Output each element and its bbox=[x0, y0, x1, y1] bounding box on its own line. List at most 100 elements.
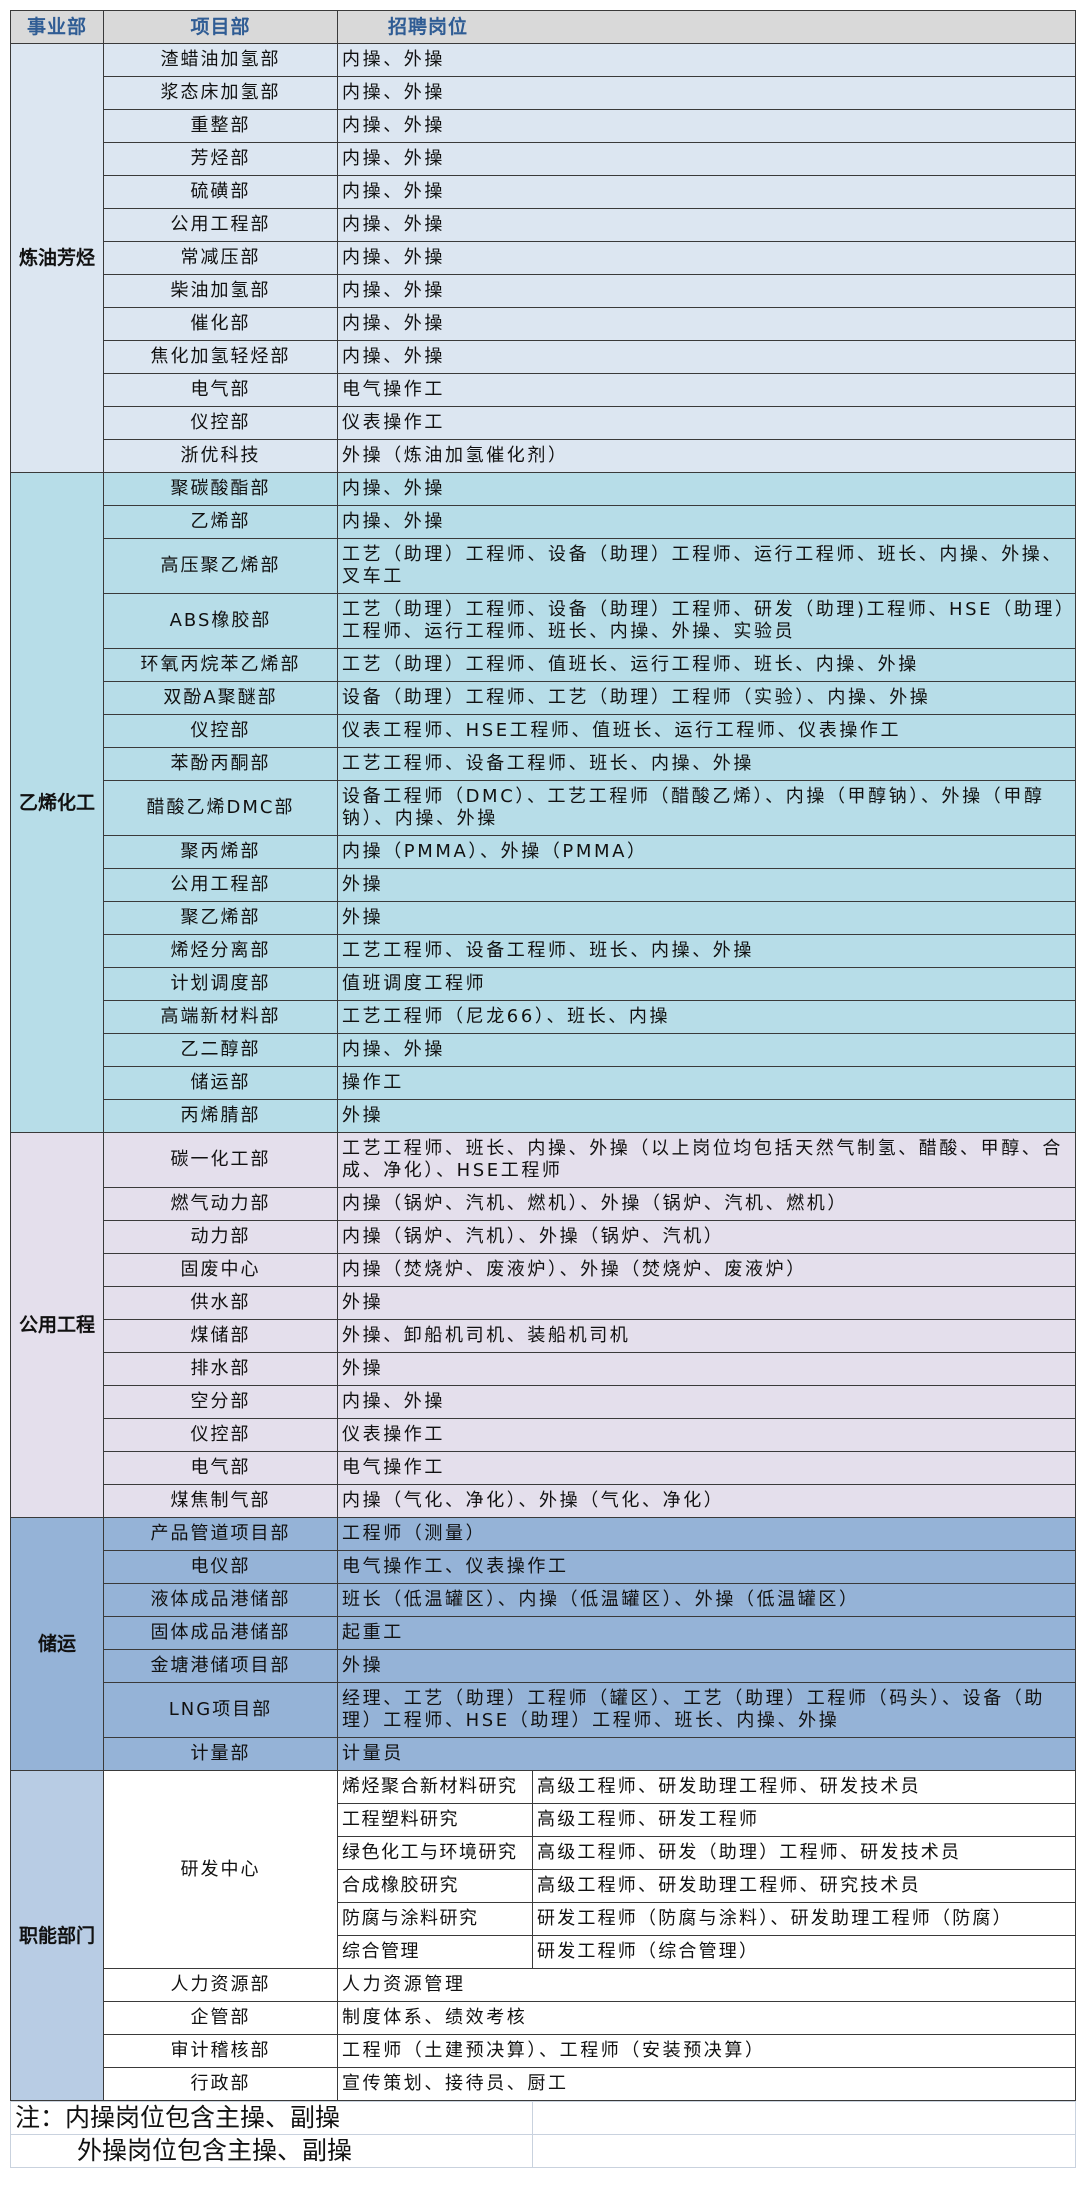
department-cell: 储运部 bbox=[103, 1066, 338, 1100]
table-row: 醋酸乙烯DMC部 设备工程师（DMC）、工艺工程师（醋酸乙烯）、内操（甲醇钠）、外… bbox=[10, 780, 1077, 836]
table-row: 固废中心 内操（焚烧炉、废液炉）、外操（焚烧炉、废液炉） bbox=[10, 1253, 1077, 1287]
table-row: 柴油加氢部 内操、外操 bbox=[10, 274, 1077, 308]
department-cell: 固废中心 bbox=[103, 1253, 338, 1287]
department-cell: 计划调度部 bbox=[103, 967, 338, 1001]
positions-cell: 仪表工程师、HSE工程师、值班长、运行工程师、仪表操作工 bbox=[336, 714, 1077, 748]
positions-cell: 内操、外操 bbox=[336, 175, 1077, 209]
department-cell: 环氧丙烷苯乙烯部 bbox=[103, 648, 338, 682]
table-row: 绿色化工与环境研究 高级工程师、研发（助理）工程师、研发技术员 bbox=[10, 1836, 1077, 1870]
positions-cell: 操作工 bbox=[336, 1066, 1077, 1100]
table-row: 燃气动力部 内操（锅炉、汽机、燃机）、外操（锅炉、汽机、燃机） bbox=[10, 1187, 1077, 1221]
positions-cell: 外操 bbox=[336, 1352, 1077, 1386]
positions-cell: 设备（助理）工程师、工艺（助理）工程师（实验）、内操、外操 bbox=[336, 681, 1077, 715]
table-row: 乙烯部 内操、外操 bbox=[10, 505, 1077, 539]
positions-cell: 内操（气化、净化）、外操（气化、净化） bbox=[336, 1484, 1077, 1518]
note-row: 注：内操岗位包含主操、副操 bbox=[10, 2101, 1076, 2135]
table-row: 审计稽核部 工程师（土建预决算）、工程师（安装预决算） bbox=[10, 2034, 1077, 2068]
table-row: 浙优科技 外操（炼油加氢催化剂） bbox=[10, 439, 1077, 473]
positions-cell: 电气操作工 bbox=[336, 1451, 1077, 1485]
department-cell: ABS橡胶部 bbox=[103, 593, 338, 649]
positions-cell: 外操 bbox=[336, 1649, 1077, 1683]
sub-department-cell: 工程塑料研究 bbox=[337, 1803, 533, 1837]
table-row: 煤焦制气部 内操（气化、净化）、外操（气化、净化） bbox=[10, 1484, 1077, 1518]
table-row: 电仪部 电气操作工、仪表操作工 bbox=[10, 1550, 1077, 1584]
table-row: 仪控部 仪表操作工 bbox=[10, 1418, 1077, 1452]
department-cell: 聚乙烯部 bbox=[103, 901, 338, 935]
department-cell: 聚碳酸酯部 bbox=[103, 472, 338, 506]
department-cell: 公用工程部 bbox=[103, 868, 338, 902]
department-cell: 企管部 bbox=[103, 2001, 338, 2035]
table-row: 固体成品港储部 起重工 bbox=[10, 1616, 1077, 1650]
department-cell: 排水部 bbox=[103, 1352, 338, 1386]
table-row: 芳烃部 内操、外操 bbox=[10, 142, 1077, 176]
positions-cell: 内操（PMMA）、外操（PMMA） bbox=[336, 835, 1077, 869]
positions-cell: 研发工程师（防腐与涂料）、研发助理工程师（防腐） bbox=[531, 1902, 1077, 1936]
department-cell: 公用工程部 bbox=[103, 208, 338, 242]
department-cell: 渣蜡油加氢部 bbox=[103, 43, 338, 77]
table-row: 液体成品港储部 班长（低温罐区）、内操（低温罐区）、外操（低温罐区） bbox=[10, 1583, 1077, 1617]
table-row: 苯酚丙酮部 工艺工程师、设备工程师、班长、内操、外操 bbox=[10, 747, 1077, 781]
table-row: 聚乙烯部 外操 bbox=[10, 901, 1077, 935]
table-row: 公用工程 碳一化工部 工艺工程师、班长、内操、外操（以上岗位均包括天然气制氢、醋酸、… bbox=[10, 1132, 1077, 1518]
department-cell: 人力资源部 bbox=[103, 1968, 338, 2002]
department-cell: 固体成品港储部 bbox=[103, 1616, 338, 1650]
table-row: 动力部 内操（锅炉、汽机）、外操（锅炉、汽机） bbox=[10, 1220, 1077, 1254]
positions-cell: 外操 bbox=[336, 868, 1077, 902]
department-cell: 乙烯部 bbox=[103, 505, 338, 539]
division-cell: 职能部门 bbox=[10, 1770, 104, 2101]
table-row: 聚丙烯部 内操（PMMA）、外操（PMMA） bbox=[10, 835, 1077, 869]
department-cell: 供水部 bbox=[103, 1286, 338, 1320]
positions-cell: 工艺（助理）工程师、值班长、运行工程师、班长、内操、外操 bbox=[336, 648, 1077, 682]
empty-cell bbox=[532, 2134, 1076, 2168]
table-row: 丙烯腈部 外操 bbox=[10, 1099, 1077, 1133]
department-cell: 电气部 bbox=[103, 373, 338, 407]
department-cell: 碳一化工部 bbox=[103, 1132, 338, 1188]
positions-cell: 内操、外操 bbox=[336, 208, 1077, 242]
department-cell: 乙二醇部 bbox=[103, 1033, 338, 1067]
table-row: 硫磺部 内操、外操 bbox=[10, 175, 1077, 209]
table-row: 常减压部 内操、外操 bbox=[10, 241, 1077, 275]
table-row: 浆态床加氢部 内操、外操 bbox=[10, 76, 1077, 110]
header-division: 事业部 bbox=[10, 10, 104, 44]
table-row: 炼油芳烃 渣蜡油加氢部 内操、外操 bbox=[10, 43, 1077, 473]
department-cell: 浆态床加氢部 bbox=[103, 76, 338, 110]
recruitment-table: 事业部 项目部 招聘岗位 炼油芳烃 渣蜡油加氢部 内操、外操 浆态床加氢部 内操、外操重… bbox=[10, 10, 1077, 2101]
empty-cell bbox=[532, 2101, 1076, 2135]
department-cell: 仪控部 bbox=[103, 1418, 338, 1452]
positions-cell: 经理、工艺（助理）工程师（罐区）、工艺（助理）工程师（码头）、设备（助理）工程师… bbox=[336, 1682, 1077, 1738]
department-cell: 仪控部 bbox=[103, 714, 338, 748]
positions-cell: 计量员 bbox=[336, 1737, 1077, 1771]
positions-cell: 内操、外操 bbox=[336, 43, 1077, 77]
positions-cell: 内操、外操 bbox=[336, 76, 1077, 110]
recruitment-table-container: 事业部 项目部 招聘岗位 炼油芳烃 渣蜡油加氢部 内操、外操 浆态床加氢部 内操、外操重… bbox=[10, 10, 1077, 2168]
positions-cell: 制度体系、绩效考核 bbox=[336, 2001, 1077, 2035]
table-row: 乙二醇部 内操、外操 bbox=[10, 1033, 1077, 1067]
table-row: 高端新材料部 工艺工程师（尼龙66）、班长、内操 bbox=[10, 1000, 1077, 1034]
table-row: 电气部 电气操作工 bbox=[10, 373, 1077, 407]
note-row: 外操岗位包含主操、副操 bbox=[10, 2134, 1076, 2168]
positions-cell: 设备工程师（DMC）、工艺工程师（醋酸乙烯）、内操（甲醇钠）、外操（甲醇钠）、内… bbox=[336, 780, 1077, 836]
division-cell: 乙烯化工 bbox=[10, 472, 104, 1133]
department-cell: 空分部 bbox=[103, 1385, 338, 1419]
table-row: 人力资源部 人力资源管理 bbox=[10, 1968, 1077, 2002]
positions-cell: 值班调度工程师 bbox=[336, 967, 1077, 1001]
positions-cell: 工艺工程师、班长、内操、外操（以上岗位均包括天然气制氢、醋酸、甲醇、合成、净化）… bbox=[336, 1132, 1077, 1188]
table-row: 催化部 内操、外操 bbox=[10, 307, 1077, 341]
table-row: 乙烯化工 聚碳酸酯部 内操、外操 bbox=[10, 472, 1077, 1133]
note-outer-operator: 外操岗位包含主操、副操 bbox=[10, 2134, 533, 2168]
table-row: 公用工程部 内操、外操 bbox=[10, 208, 1077, 242]
positions-cell: 高级工程师、研发工程师 bbox=[531, 1803, 1077, 1837]
sub-department-cell: 综合管理 bbox=[337, 1935, 533, 1969]
table-row: 电气部 电气操作工 bbox=[10, 1451, 1077, 1485]
positions-cell: 外操 bbox=[336, 901, 1077, 935]
positions-cell: 内操、外操 bbox=[336, 340, 1077, 374]
table-row: 工程塑料研究 高级工程师、研发工程师 bbox=[10, 1803, 1077, 1837]
table-row: 重整部 内操、外操 bbox=[10, 109, 1077, 143]
department-cell: 焦化加氢轻烃部 bbox=[103, 340, 338, 374]
positions-cell: 工艺（助理）工程师、设备（助理）工程师、运行工程师、班长、内操、外操、叉车工 bbox=[336, 538, 1077, 594]
department-cell: 液体成品港储部 bbox=[103, 1583, 338, 1617]
department-cell: 煤焦制气部 bbox=[103, 1484, 338, 1518]
header-positions: 招聘岗位 bbox=[336, 10, 1077, 44]
sub-department-cell: 合成橡胶研究 bbox=[337, 1869, 533, 1903]
department-cell: 燃气动力部 bbox=[103, 1187, 338, 1221]
